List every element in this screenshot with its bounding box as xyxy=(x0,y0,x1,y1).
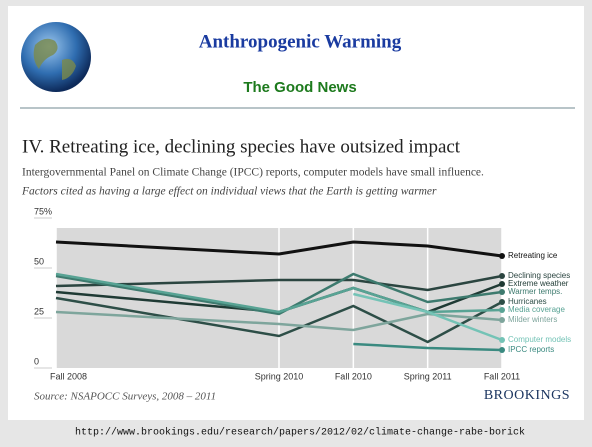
globe-land xyxy=(33,38,76,80)
brand: BROOKINGS xyxy=(484,388,570,403)
y-tick-label: 50 xyxy=(34,256,44,266)
header-subtitle: The Good News xyxy=(243,79,356,96)
end-dot xyxy=(499,337,505,343)
series-line xyxy=(55,272,503,316)
x-tick-label: Spring 2010 xyxy=(255,371,304,381)
end-dot xyxy=(499,299,505,305)
series-line xyxy=(55,296,503,344)
x-tick-label: Fall 2011 xyxy=(484,371,520,381)
legend-label: Retreating ice xyxy=(508,251,558,260)
series-line xyxy=(55,240,503,258)
end-dot xyxy=(499,281,505,287)
series-line xyxy=(353,342,503,352)
legend-label: Declining species xyxy=(508,271,570,280)
chart-subtitle: Intergovernmental Panel on Climate Chang… xyxy=(22,167,484,179)
legend-label: Computer models xyxy=(508,335,571,344)
end-dot xyxy=(499,307,505,313)
legend-label: Warmer temps. xyxy=(508,287,562,296)
series-line xyxy=(55,274,503,292)
y-tick-label: 75% xyxy=(34,206,52,216)
y-tick-label: 25 xyxy=(34,306,44,316)
legend-label: Extreme weather xyxy=(508,279,569,288)
x-tick-label: Spring 2011 xyxy=(404,371,452,381)
legend-label: Hurricanes xyxy=(508,297,547,306)
x-tick-label: Fall 2010 xyxy=(335,371,372,381)
series-line xyxy=(353,292,503,342)
end-dot xyxy=(499,347,505,353)
header-title: Anthropogenic Warming xyxy=(199,31,402,52)
x-tick-label: Fall 2008 xyxy=(50,371,87,381)
plot: Fall 2008 Spring 2010 Fall 2010 Spring 2011… xyxy=(34,206,571,381)
end-dot xyxy=(499,317,505,323)
end-dot xyxy=(499,253,505,259)
end-dot xyxy=(499,273,505,279)
chart-note: Factors cited as having a large effect o… xyxy=(21,186,437,198)
chart-title: IV. Retreating ice, declining species ha… xyxy=(22,136,461,157)
series-line xyxy=(55,272,503,314)
series-line xyxy=(55,310,503,332)
legend-label: Media coverage xyxy=(508,305,565,314)
legend-label: Milder winters xyxy=(508,315,557,324)
source: Source: NSAPOCC Surveys, 2008 – 2011 xyxy=(34,391,216,403)
end-dot xyxy=(499,289,505,295)
y-tick-label: 0 xyxy=(34,356,39,366)
url: http://www.brookings.edu/research/papers… xyxy=(75,427,525,439)
legend-label: IPCC reports xyxy=(508,345,554,354)
globe xyxy=(21,22,91,92)
